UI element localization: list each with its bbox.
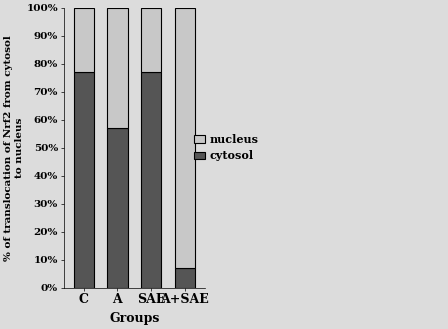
Legend: nucleus, cytosol: nucleus, cytosol xyxy=(194,134,259,162)
Bar xyxy=(108,8,128,128)
Y-axis label: % of translocation of Nrf2 from cytosol
to nucleus: % of translocation of Nrf2 from cytosol … xyxy=(4,35,24,261)
Bar xyxy=(141,8,161,72)
Bar xyxy=(175,8,195,268)
X-axis label: Groups: Groups xyxy=(109,312,159,325)
Bar xyxy=(175,268,195,288)
Bar xyxy=(73,8,94,72)
Bar xyxy=(141,72,161,288)
Bar xyxy=(108,128,128,288)
Bar xyxy=(73,72,94,288)
